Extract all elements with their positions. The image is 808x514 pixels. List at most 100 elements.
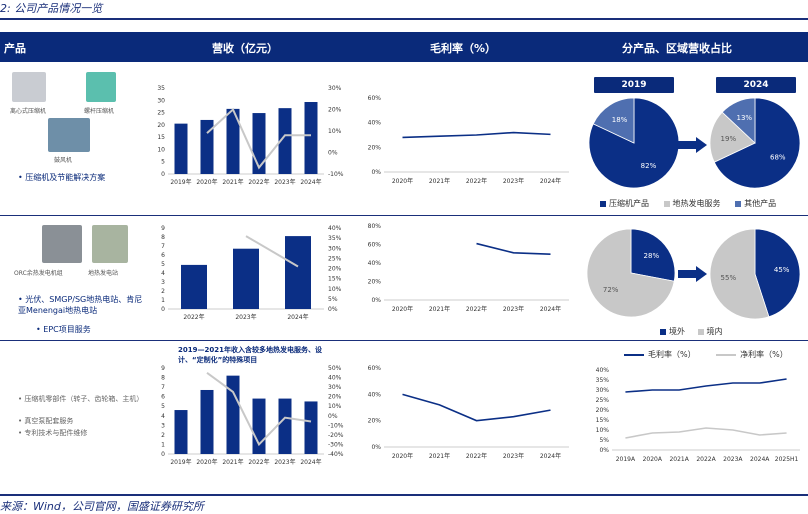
y2-tick-label: 40%: [328, 375, 342, 382]
header-margin: 毛利率（%）: [430, 42, 497, 55]
pie-label: 19%: [721, 135, 737, 143]
y2-tick-label: 25%: [328, 255, 342, 262]
bar: [278, 108, 292, 174]
x-tick-label: 2023年: [274, 178, 295, 186]
growth-line: [206, 107, 311, 170]
x-tick-label: 2019年: [170, 458, 191, 466]
y-tick-label: 5: [161, 403, 165, 410]
series-line: [625, 427, 787, 439]
y2-tick-label: 15%: [328, 276, 342, 283]
series-line: [476, 242, 551, 256]
y2-tick-label: -30%: [328, 441, 344, 448]
pie-slice: [713, 97, 801, 189]
row2-bullet-1: • 光伏、SMGP/SG地热电站、肯尼亚Menengai地热电站: [18, 295, 143, 315]
y2-tick-label: -10%: [328, 422, 344, 429]
y-tick-label: 0: [161, 306, 165, 313]
bar: [200, 119, 214, 174]
series-line: [402, 393, 551, 422]
x-tick-label: 2021A: [669, 456, 689, 463]
y-tick-label: 25%: [596, 397, 610, 404]
y-tick-label: 0%: [371, 444, 381, 451]
legend-products: 压缩机产品 地热发电服务 其他产品: [600, 198, 776, 209]
y2-tick-label: 10%: [328, 403, 342, 410]
pie-slice: [709, 228, 770, 320]
x-tick-label: 2023年: [503, 177, 524, 185]
y2-tick-label: -20%: [328, 432, 344, 439]
pie-slice: [630, 228, 676, 282]
x-tick-label: 2020年: [392, 305, 413, 313]
bar: [226, 375, 240, 454]
y-tick-label: 20%: [368, 144, 382, 151]
pie-2024-products: 68% 19% 13%: [709, 97, 801, 189]
y-tick-label: 40%: [368, 260, 382, 267]
y-tick-label: 1: [161, 441, 165, 448]
header-band: 产品 营收（亿元） 毛利率（%） 分产品、区域营收占比: [0, 32, 808, 62]
y-tick-label: 20%: [368, 279, 382, 286]
y2-tick-label: 50%: [328, 365, 342, 372]
caption-2: 螺杆压缩机: [84, 108, 115, 115]
x-tick-label: 2020年: [392, 452, 413, 460]
y-tick-label: 0: [161, 171, 165, 178]
y-tick-label: 20: [157, 122, 165, 129]
row3-note: 2019—2021年收入含较多地热发电服务、设计、“定制化”的特殊项目: [178, 346, 322, 364]
x-tick-label: 2022年: [248, 458, 269, 466]
y-tick-label: 15: [157, 134, 165, 141]
y-tick-label: 60%: [368, 365, 382, 372]
pie-2019-region: 28% 72%: [586, 228, 676, 318]
row1-bullet: • 压缩机及节能解决方案: [18, 173, 106, 182]
y-tick-label: 5: [161, 261, 165, 268]
y2-tick-label: 0%: [328, 150, 338, 157]
x-tick-label: 2020年: [392, 177, 413, 185]
x-tick-label: 2022年: [248, 178, 269, 186]
y2-tick-label: 10%: [328, 128, 342, 135]
x-tick-label: 2022年: [466, 305, 487, 313]
x-tick-label: 2024年: [540, 305, 561, 313]
y-tick-label: 8: [161, 234, 165, 241]
y2-tick-label: 10%: [328, 286, 342, 293]
pie-slice: [592, 97, 635, 144]
x-tick-label: 2024年: [540, 177, 561, 185]
y-tick-label: 20%: [368, 418, 382, 425]
pie-2019-products: 82% 18%: [588, 97, 680, 189]
y-tick-label: 60%: [368, 95, 382, 102]
y-tick-label: 7: [161, 384, 165, 391]
y2-tick-label: 5%: [328, 296, 338, 303]
revenue-chart-1: 0 5 10 15 20 25 30 35 -10% 0% 10% 20% 30% 2019年 2020年 2…: [157, 85, 343, 186]
x-tick-label: 2022年: [466, 177, 487, 185]
x-tick-label: 2019A: [616, 456, 636, 463]
bar: [200, 389, 214, 454]
x-tick-label: 2023A: [723, 456, 743, 463]
pie-label: 18%: [612, 116, 628, 124]
y-tick-label: 6: [161, 252, 165, 259]
x-tick-label: 2024A: [750, 456, 770, 463]
caption-4: ORC余热发电机组: [14, 270, 63, 277]
row3-bullet-1: • 压缩机零部件（转子、齿轮箱、主机）: [18, 395, 144, 403]
y2-tick-label: 35%: [328, 235, 342, 242]
pie-slice: [721, 97, 756, 144]
y-tick-label: 40%: [368, 120, 382, 127]
bar: [174, 123, 188, 174]
pie-header-2019: 2019: [594, 77, 674, 93]
bar: [285, 236, 311, 309]
y-tick-label: 40%: [368, 391, 382, 398]
bar: [181, 264, 207, 309]
x-tick-label: 2020A: [643, 456, 663, 463]
bar: [233, 248, 259, 309]
y-tick-label: 40%: [596, 367, 610, 374]
y-tick-label: 5%: [599, 437, 609, 444]
row-divider-2: [0, 340, 808, 341]
pie-label: 13%: [736, 114, 752, 122]
pie-header-2024: 2024: [716, 77, 796, 93]
y-tick-label: 3: [161, 279, 165, 286]
y-tick-label: 7: [161, 243, 165, 250]
x-tick-label: 2021年: [222, 178, 243, 186]
legend-region: 境外 境内: [660, 326, 723, 337]
y-tick-label: 10: [157, 146, 165, 153]
x-tick-label: 2024年: [540, 452, 561, 460]
y-tick-label: 0%: [599, 447, 609, 454]
y-tick-label: 30%: [596, 387, 610, 394]
y-tick-label: 2: [161, 432, 165, 439]
pie-slice: [586, 228, 675, 318]
y-tick-label: 4: [161, 413, 165, 420]
y2-tick-label: 20%: [328, 266, 342, 273]
